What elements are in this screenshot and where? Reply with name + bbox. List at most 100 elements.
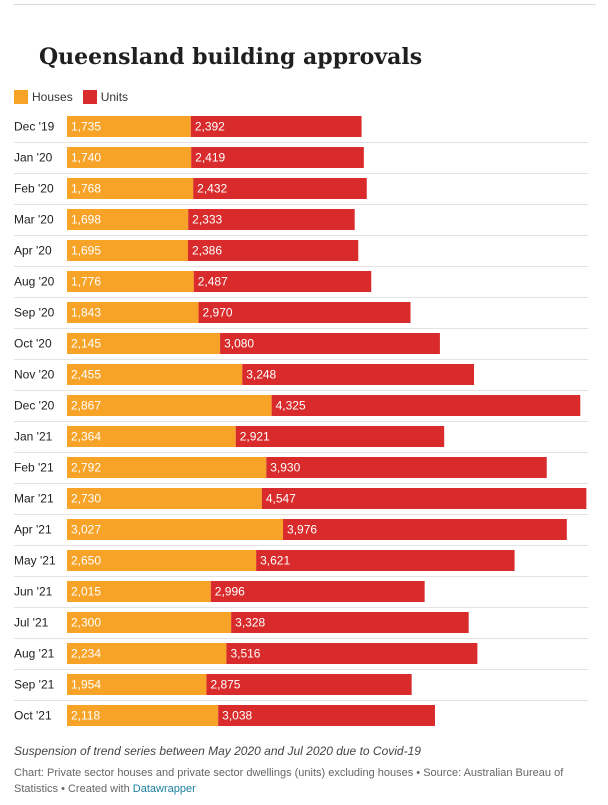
bar-units-apr-20 — [187, 240, 359, 261]
value-label-houses-jan-20: 1,740 — [71, 151, 101, 165]
bar-units-nov-20 — [242, 364, 475, 385]
source-text: Chart: Private sector houses and private… — [14, 767, 564, 795]
category-label-may-21: May '21 — [14, 554, 56, 568]
category-label-jun-21: Jun '21 — [14, 585, 53, 599]
value-label-houses-jul-21: 2,300 — [71, 616, 101, 630]
category-label-jan-21: Jan '21 — [14, 430, 53, 444]
value-label-units-dec-19: 2,392 — [195, 120, 225, 134]
category-label-aug-20: Aug '20 — [14, 275, 55, 289]
value-label-units-feb-21: 3,930 — [270, 461, 300, 475]
value-label-units-apr-21: 3,976 — [287, 523, 317, 537]
chart-source: Chart: Private sector houses and private… — [14, 765, 594, 797]
category-label-mar-20: Mar '20 — [14, 213, 54, 227]
value-label-units-jun-21: 2,996 — [215, 585, 245, 599]
bar-units-oct-20 — [220, 333, 440, 354]
bar-houses-apr-20 — [67, 240, 188, 261]
category-label-oct-20: Oct '20 — [14, 337, 52, 351]
category-label-oct-21: Oct '21 — [14, 709, 52, 723]
bar-units-dec-20 — [271, 395, 581, 416]
bar-units-apr-21 — [283, 519, 567, 540]
top-divider — [14, 4, 596, 5]
value-label-houses-sep-21: 1,954 — [71, 678, 101, 692]
value-label-houses-oct-21: 2,118 — [71, 709, 100, 723]
bar-units-aug-21 — [226, 643, 478, 664]
bar-houses-feb-20 — [67, 178, 194, 199]
value-label-houses-feb-21: 2,792 — [71, 461, 101, 475]
value-label-houses-jun-21: 2,015 — [71, 585, 101, 599]
value-label-units-jul-21: 3,328 — [235, 616, 265, 630]
value-label-units-mar-20: 2,333 — [192, 213, 222, 227]
bar-houses-dec-19 — [67, 116, 191, 137]
value-label-units-dec-20: 4,325 — [276, 399, 306, 413]
bar-houses-dec-20 — [67, 395, 272, 416]
category-label-apr-21: Apr '21 — [14, 523, 52, 537]
category-label-mar-21: Mar '21 — [14, 492, 54, 506]
bar-units-jul-21 — [231, 612, 469, 633]
category-label-dec-20: Dec '20 — [14, 399, 55, 413]
value-label-units-aug-20: 2,487 — [198, 275, 228, 289]
value-label-units-may-21: 3,621 — [260, 554, 290, 568]
bar-units-jan-21 — [235, 426, 445, 447]
bar-units-feb-20 — [193, 178, 367, 199]
category-label-apr-20: Apr '20 — [14, 244, 52, 258]
value-label-units-jan-21: 2,921 — [240, 430, 270, 444]
category-label-dec-19: Dec '19 — [14, 120, 55, 134]
value-label-houses-aug-20: 1,776 — [71, 275, 101, 289]
value-label-units-aug-21: 3,516 — [230, 647, 260, 661]
bar-units-oct-21 — [218, 705, 435, 726]
legend-swatch-houses — [14, 90, 28, 104]
chart-title: Queensland building approvals — [39, 44, 423, 70]
value-label-houses-sep-20: 1,843 — [71, 306, 101, 320]
legend-item-houses: Houses — [14, 90, 73, 104]
value-label-houses-jan-21: 2,364 — [71, 430, 101, 444]
category-label-jul-21: Jul '21 — [14, 616, 49, 630]
bar-houses-aug-20 — [67, 271, 194, 292]
value-label-units-jan-20: 2,419 — [195, 151, 225, 165]
value-label-houses-feb-20: 1,768 — [71, 182, 101, 196]
bar-houses-jan-21 — [67, 426, 236, 447]
category-label-nov-20: Nov '20 — [14, 368, 55, 382]
bar-units-aug-20 — [193, 271, 372, 292]
bar-houses-feb-21 — [67, 457, 267, 478]
legend-label-units: Units — [100, 90, 129, 104]
category-label-aug-21: Aug '21 — [14, 647, 55, 661]
bar-units-jun-21 — [210, 581, 425, 602]
category-label-sep-20: Sep '20 — [14, 306, 55, 320]
bar-houses-mar-21 — [67, 488, 262, 509]
bar-units-may-21 — [256, 550, 515, 571]
value-label-units-apr-20: 2,386 — [192, 244, 222, 258]
bar-houses-jan-20 — [67, 147, 192, 168]
value-label-units-oct-21: 3,038 — [222, 709, 252, 723]
bar-houses-apr-21 — [67, 519, 284, 540]
category-label-sep-21: Sep '21 — [14, 678, 55, 692]
datawrapper-link[interactable]: Datawrapper — [132, 783, 196, 795]
bar-houses-oct-21 — [67, 705, 219, 726]
category-label-feb-21: Feb '21 — [14, 461, 54, 475]
value-label-houses-dec-19: 1,735 — [71, 120, 101, 134]
bar-houses-sep-20 — [67, 302, 199, 323]
bar-houses-may-21 — [67, 550, 257, 571]
value-label-houses-nov-20: 2,455 — [71, 368, 101, 382]
bar-units-jan-20 — [191, 147, 364, 168]
bar-houses-nov-20 — [67, 364, 243, 385]
legend: Houses Units — [14, 89, 138, 105]
bar-houses-jun-21 — [67, 581, 211, 602]
value-label-houses-oct-20: 2,145 — [71, 337, 101, 351]
value-label-houses-apr-20: 1,695 — [71, 244, 101, 258]
category-label-jan-20: Jan '20 — [14, 151, 53, 165]
bar-houses-oct-20 — [67, 333, 221, 354]
value-label-houses-mar-20: 1,698 — [71, 213, 101, 227]
legend-label-houses: Houses — [32, 90, 73, 104]
bar-houses-mar-20 — [67, 209, 189, 230]
value-label-units-sep-20: 2,970 — [203, 306, 233, 320]
bar-units-mar-21 — [261, 488, 587, 509]
chart-footer: Suspension of trend series between May 2… — [14, 744, 594, 797]
bar-houses-aug-21 — [67, 643, 227, 664]
value-label-units-feb-20: 2,432 — [197, 182, 227, 196]
bar-units-sep-20 — [198, 302, 411, 323]
value-label-units-mar-21: 4,547 — [266, 492, 296, 506]
value-label-units-sep-21: 2,875 — [210, 678, 240, 692]
bar-units-mar-20 — [188, 209, 355, 230]
value-label-houses-mar-21: 2,730 — [71, 492, 101, 506]
bar-units-dec-19 — [190, 116, 362, 137]
